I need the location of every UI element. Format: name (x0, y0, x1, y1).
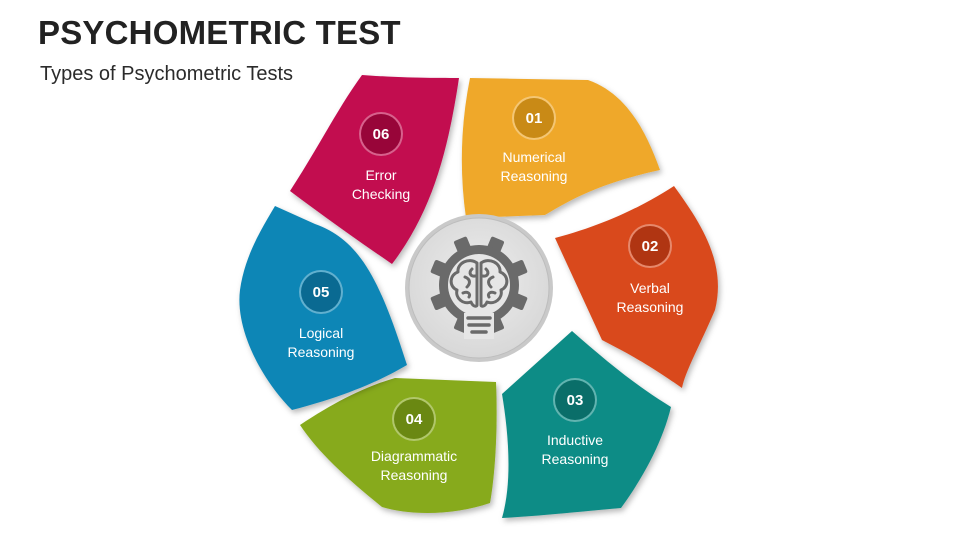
petal-02 (555, 186, 718, 388)
segment-label-line1: Verbal (630, 280, 670, 296)
segment-number: 06 (373, 126, 390, 143)
brain-gear-lightbulb-icon (430, 236, 528, 339)
segment-number: 03 (567, 392, 584, 409)
segment-label-line2: Reasoning (288, 344, 355, 360)
badge-06 (359, 112, 403, 156)
segment-number: 02 (642, 238, 659, 255)
badge-03 (553, 378, 597, 422)
segment-number: 04 (406, 411, 423, 428)
segment-label-line1: Inductive (547, 432, 603, 448)
segment-label-line2: Reasoning (617, 299, 684, 315)
badge-05 (299, 270, 343, 314)
segment-label-line2: Reasoning (501, 168, 568, 184)
badge-01 (512, 96, 556, 140)
badge-04 (392, 397, 436, 441)
segment-label-line2: Reasoning (542, 451, 609, 467)
petal-06 (290, 75, 459, 264)
page-title: PSYCHOMETRIC TEST (38, 14, 401, 51)
petal-03 (502, 331, 671, 518)
petal-04 (300, 378, 497, 513)
segment-label-line1: Diagrammatic (371, 448, 457, 464)
segment-label-line2: Checking (352, 186, 410, 202)
segment-number: 01 (526, 110, 543, 127)
segment-label-line1: Error (365, 167, 396, 183)
segment-label-line1: Numerical (502, 149, 565, 165)
petal-01 (461, 78, 660, 218)
badge-02 (628, 224, 672, 268)
segment-number: 05 (313, 284, 330, 301)
segment-label-line1: Logical (299, 325, 343, 341)
page-subtitle: Types of Psychometric Tests (40, 63, 294, 85)
segment-label-line2: Reasoning (381, 467, 448, 483)
